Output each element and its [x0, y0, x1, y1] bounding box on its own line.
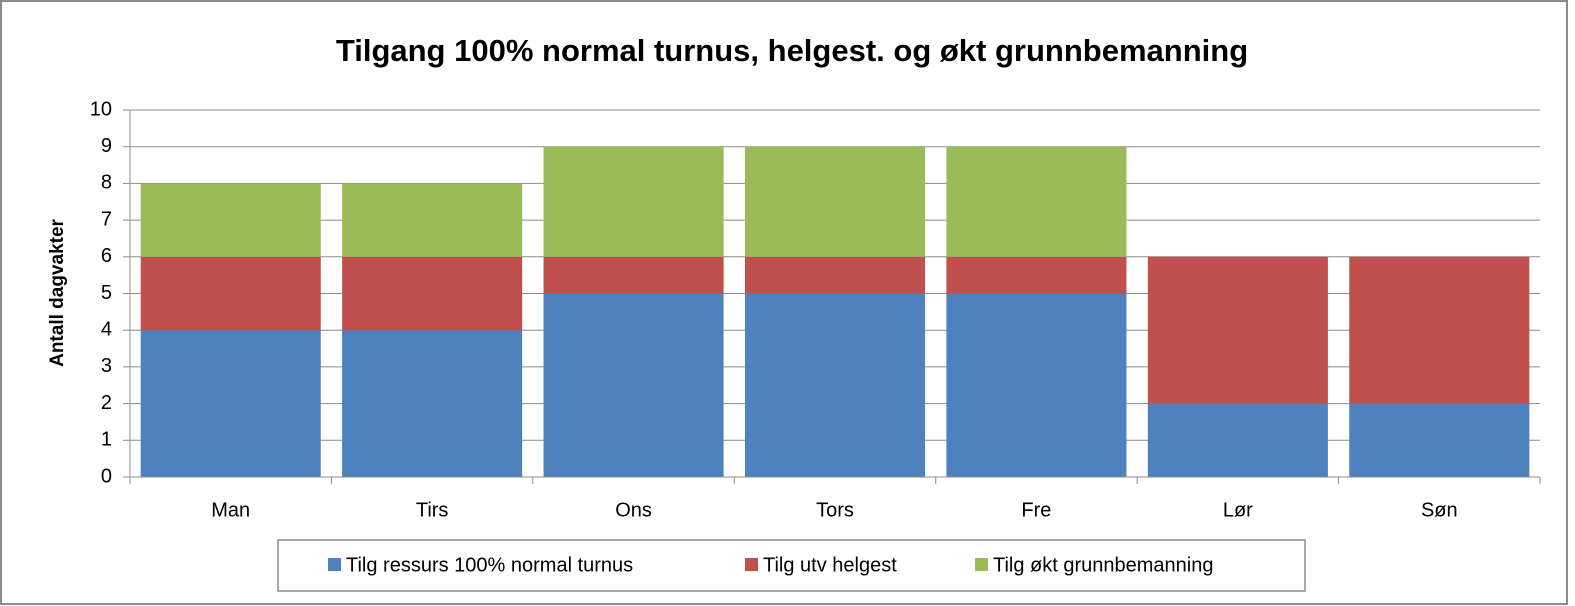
- x-tick-label: Tors: [816, 499, 854, 521]
- y-tick-label: 10: [90, 98, 112, 120]
- legend-swatch: [745, 558, 758, 571]
- y-axis-label: Antall dagvakter: [47, 218, 68, 366]
- legend-label: Tilg utv helgest: [763, 554, 897, 576]
- bar-segment: [1349, 403, 1530, 477]
- bar-segment: [946, 293, 1127, 477]
- bar-segment: [744, 293, 926, 477]
- bar-segment: [543, 293, 724, 477]
- bar-segment: [342, 183, 523, 257]
- x-tick-label: Fre: [1021, 499, 1051, 521]
- bar-segment: [543, 256, 724, 294]
- chart-title: Tilgang 100% normal turnus, helgest. og …: [336, 33, 1248, 68]
- bar-segment: [946, 146, 1127, 257]
- bar-segment: [1147, 403, 1328, 477]
- bar-segment: [1349, 256, 1530, 404]
- legend-box: [277, 539, 1306, 592]
- x-tick-label: Ons: [615, 499, 652, 521]
- y-tick-label: 9: [101, 135, 112, 157]
- y-tick-label: 1: [101, 429, 112, 451]
- y-tick-label: 5: [101, 282, 112, 304]
- x-tick-label: Lør: [1223, 499, 1253, 521]
- bar-segment: [140, 256, 321, 331]
- bar-segment: [342, 256, 523, 331]
- y-tick-label: 8: [101, 172, 112, 194]
- bar-segment: [1147, 256, 1328, 404]
- bar-segment: [140, 330, 321, 477]
- bar-segment: [342, 330, 523, 477]
- bar-segment: [744, 256, 926, 294]
- bar-segment: [140, 183, 321, 257]
- legend-swatch: [975, 558, 988, 571]
- y-tick-label: 2: [101, 392, 112, 414]
- y-tick-label: 0: [101, 465, 112, 487]
- y-tick-label: 7: [101, 208, 112, 230]
- bar-segment: [946, 256, 1127, 294]
- y-tick-label: 6: [101, 245, 112, 267]
- x-tick-label: Man: [211, 499, 250, 521]
- bar-segment: [744, 146, 926, 257]
- y-tick-label: 4: [101, 318, 112, 340]
- x-tick-label: Tirs: [416, 499, 449, 521]
- x-tick-label: Søn: [1421, 499, 1458, 521]
- bar-segment: [543, 146, 724, 257]
- y-tick-label: 3: [101, 355, 112, 377]
- legend-label: Tilg ressurs 100% normal turnus: [346, 554, 633, 576]
- legend-swatch: [328, 558, 341, 571]
- legend-label: Tilg økt grunnbemanning: [993, 554, 1214, 576]
